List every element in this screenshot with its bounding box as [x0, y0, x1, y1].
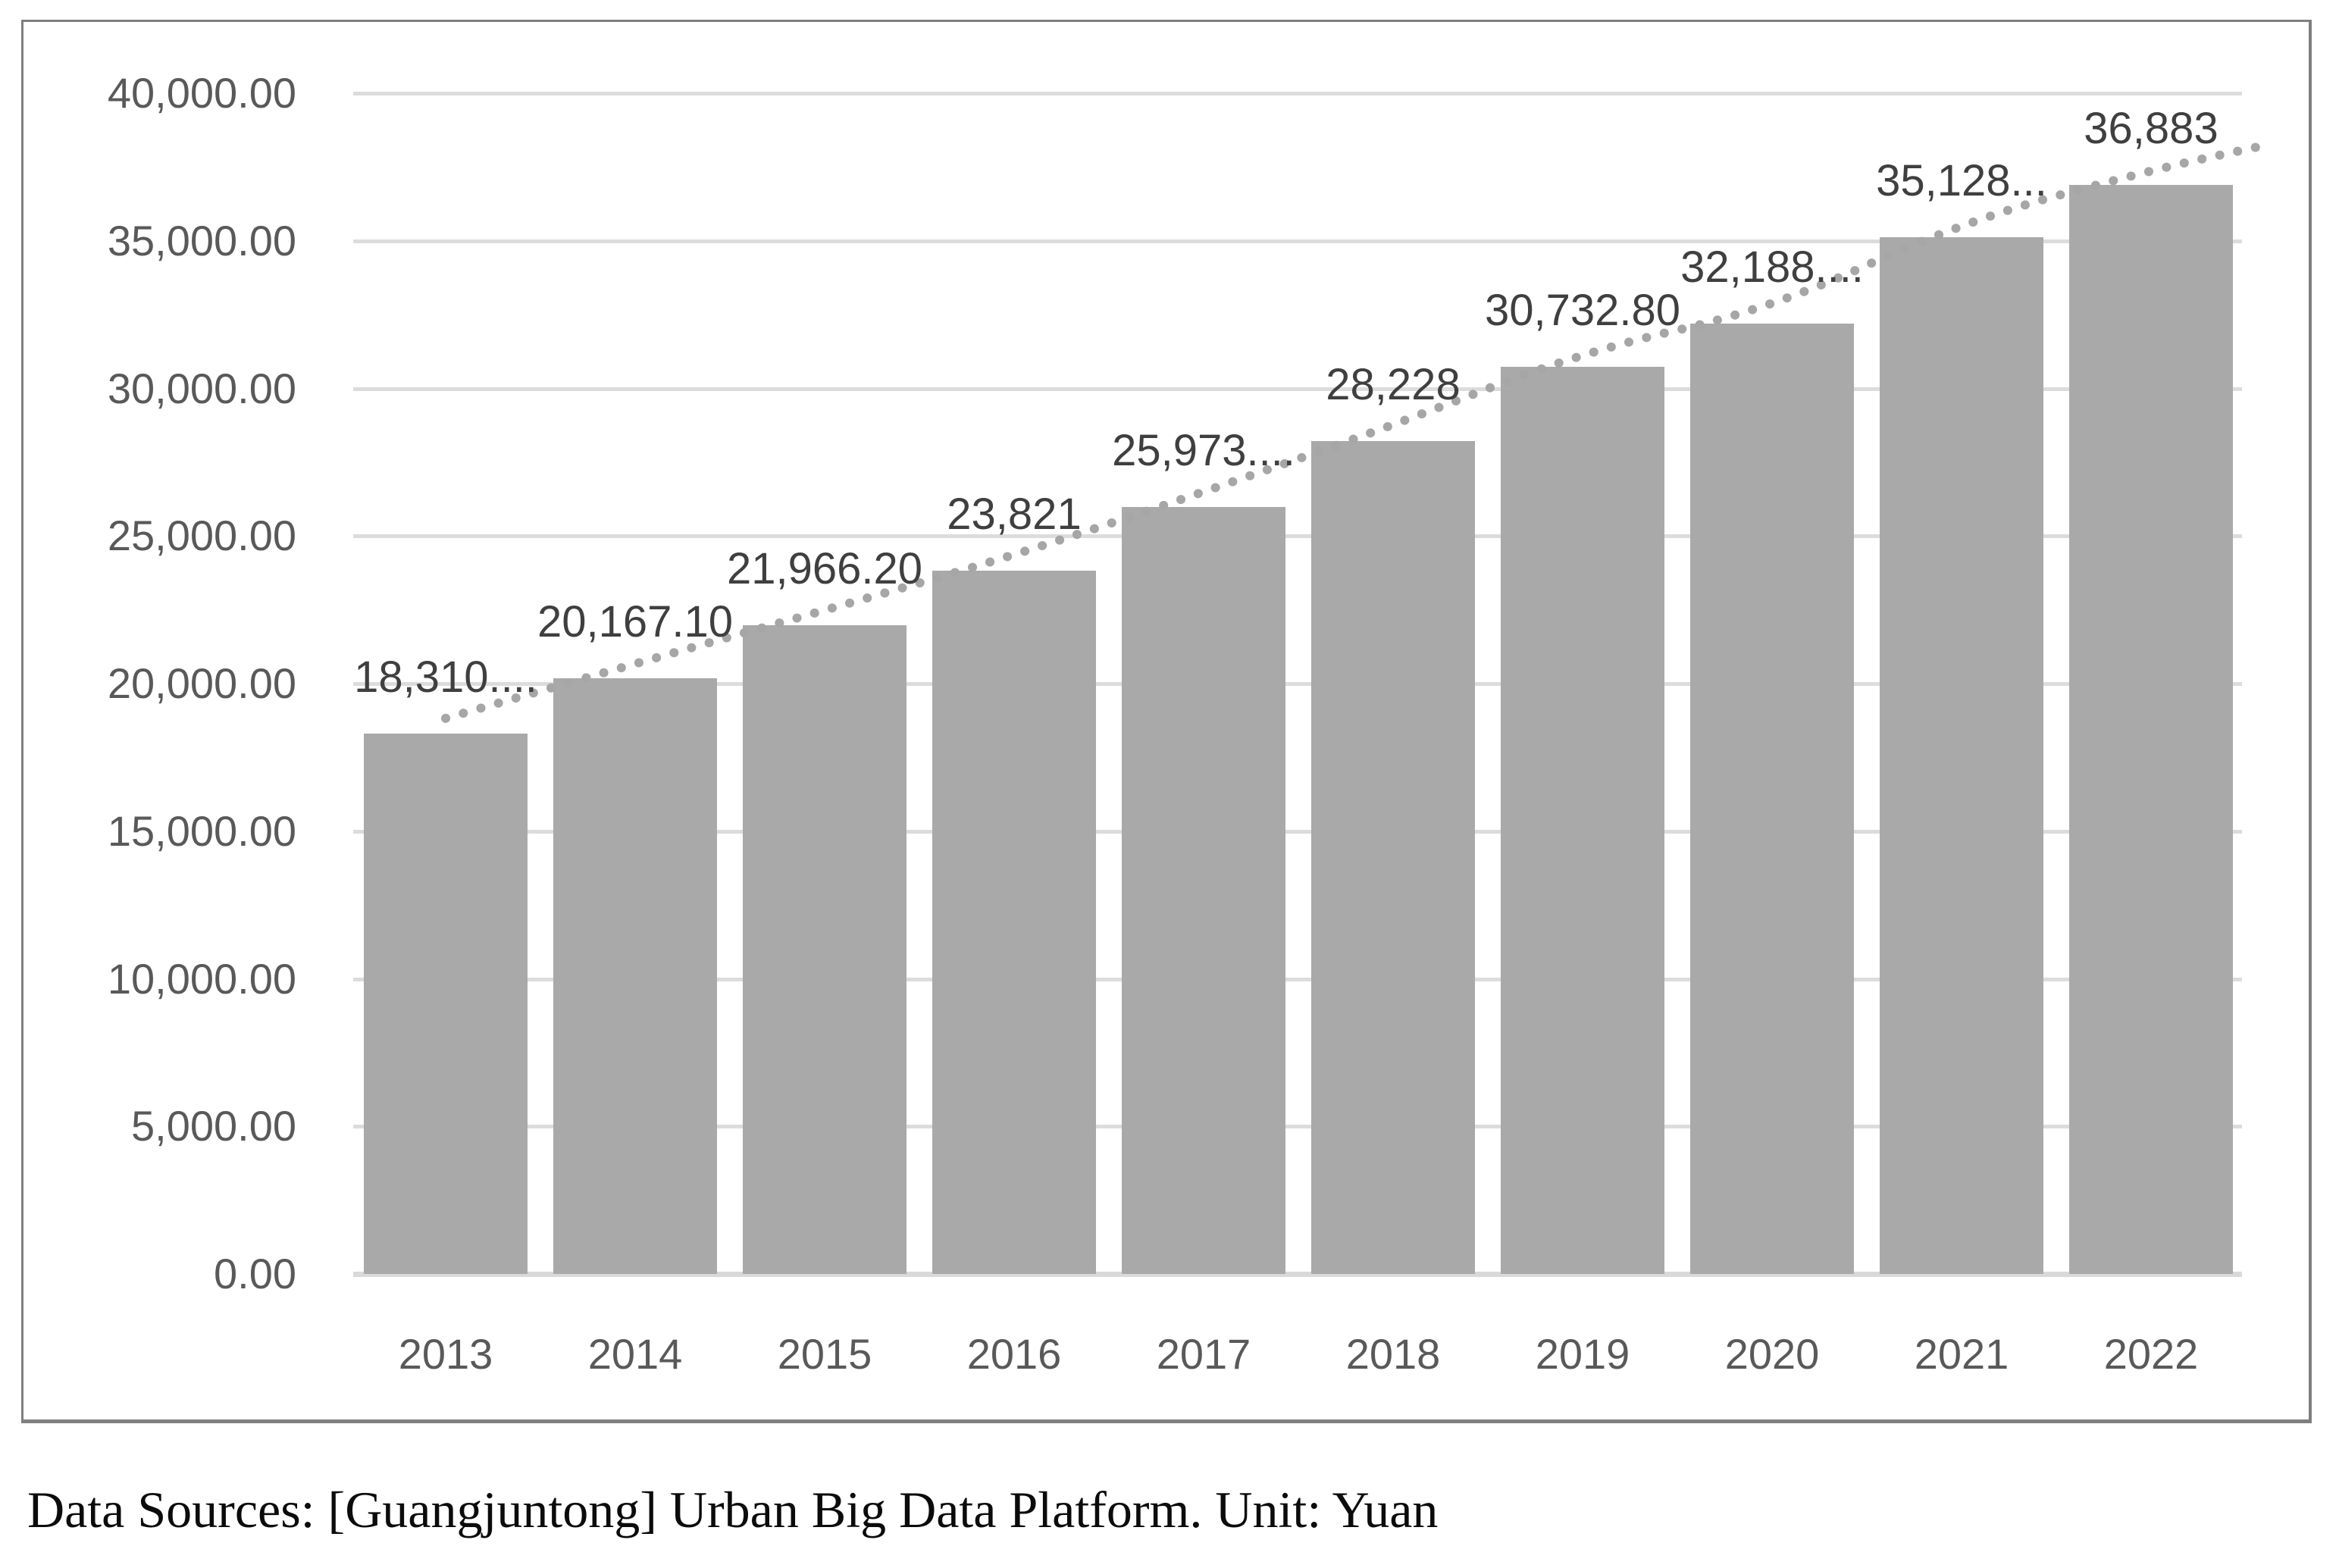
x-axis-tick-label: 2013 [398, 1330, 493, 1378]
bar-2021 [1880, 236, 2043, 1274]
x-axis-tick-label: 2014 [587, 1330, 683, 1378]
y-axis-tick-label: 20,000.00 [107, 659, 296, 707]
bar-value-label: 21,966.20 [726, 544, 923, 594]
bar-2014 [553, 678, 717, 1274]
bar-value-label: 23,821 [947, 490, 1082, 540]
x-axis-tick-label: 2021 [1914, 1330, 2009, 1378]
caption: Data Sources: [Guangjuntong] Urban Big D… [27, 1481, 1439, 1538]
bar-value-label: 32,188.... [1680, 243, 1864, 293]
bar-value-label: 25,973.... [1112, 426, 1295, 476]
x-axis-tick-label: 2016 [966, 1330, 1062, 1378]
x-axis-tick-label: 2022 [2103, 1330, 2199, 1378]
bar-value-label: 20,167.10 [537, 597, 734, 647]
y-axis-tick-label: 10,000.00 [107, 954, 296, 1003]
y-axis-tick-label: 5,000.00 [131, 1102, 296, 1150]
x-axis-tick-label: 2018 [1345, 1330, 1441, 1378]
y-axis-tick-label: 40,000.00 [107, 69, 296, 117]
gridline [353, 977, 2242, 981]
y-axis-tick-label: 0.00 [214, 1250, 296, 1297]
y-axis-tick-label: 30,000.00 [107, 364, 296, 412]
bar-2019 [1501, 366, 1664, 1274]
bar-value-label: 35,128... [1876, 155, 2047, 205]
x-axis-tick-label: 2019 [1535, 1330, 1630, 1378]
chart-frame: 18,310.... 20,167.10 21,966.20 23,821 25,973… [21, 20, 2312, 1423]
bar-value-label: 18,310.... [354, 652, 537, 702]
x-axis-tick-label: 2015 [777, 1330, 872, 1378]
bar-2017 [1122, 507, 1285, 1274]
y-axis-tick-label: 35,000.00 [107, 216, 296, 264]
gridline [353, 1125, 2242, 1129]
y-axis-tick-label: 15,000.00 [107, 806, 296, 855]
bar-value-label: 28,228 [1326, 359, 1461, 409]
bar-2013 [364, 733, 528, 1274]
x-axis-tick-label: 2017 [1156, 1330, 1251, 1378]
bar-2015 [743, 625, 906, 1274]
bar-2018 [1311, 440, 1475, 1274]
bar-value-label: 30,732.80 [1484, 285, 1681, 335]
bar-2020 [1690, 324, 1854, 1274]
bar-value-label: 36,883 [2084, 104, 2218, 154]
x-axis-tick-label: 2020 [1724, 1330, 1820, 1378]
gridline [353, 1272, 2242, 1277]
y-axis-tick-label: 25,000.00 [107, 512, 296, 560]
gridline [353, 829, 2242, 834]
bar-2016 [932, 571, 1096, 1274]
gridline [353, 92, 2242, 95]
bar-2022 [2069, 185, 2233, 1274]
